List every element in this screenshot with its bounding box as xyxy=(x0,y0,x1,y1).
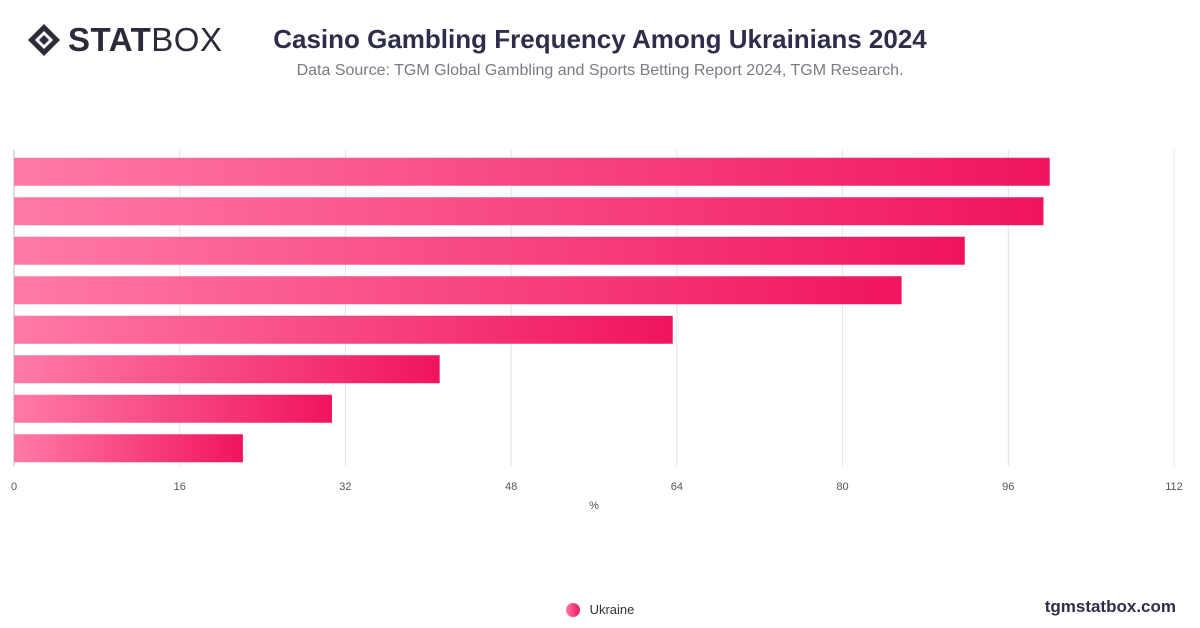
bar xyxy=(14,394,332,423)
x-axis-label: % xyxy=(589,500,599,512)
bar xyxy=(14,157,1050,186)
logo-text-bold: STAT xyxy=(68,21,152,58)
x-tick-label: 80 xyxy=(836,481,848,493)
x-tick-label: 16 xyxy=(174,481,186,493)
website-url: tgmstatbox.com xyxy=(1044,597,1176,616)
chart-title: Casino Gambling Frequency Among Ukrainia… xyxy=(273,24,927,54)
x-tick-label: 32 xyxy=(339,481,351,493)
bar xyxy=(14,197,1044,226)
bar xyxy=(14,434,243,463)
x-axis-ticks: 0 16 32 48 64 80 96 112 xyxy=(11,481,1183,493)
legend-label: Ukraine xyxy=(589,602,635,617)
x-tick-label: 64 xyxy=(671,481,683,493)
logo-text-light: BOX xyxy=(151,21,223,58)
bar xyxy=(14,236,965,265)
x-tick-label: 48 xyxy=(505,481,517,493)
bar xyxy=(14,276,902,305)
logo-text: STATBOX xyxy=(68,22,222,58)
logo-diamond-icon xyxy=(28,24,60,56)
x-tick-label: 96 xyxy=(1002,481,1014,493)
bars xyxy=(14,157,1050,463)
bar xyxy=(14,355,440,384)
bar xyxy=(14,315,673,344)
legend-swatch xyxy=(565,602,580,617)
statbox-logo: STATBOX xyxy=(26,22,222,58)
x-tick-label: 112 xyxy=(1165,481,1183,493)
x-tick-label: 0 xyxy=(11,481,17,493)
legend: Ukraine xyxy=(0,602,1200,617)
chart-subtitle: Data Source: TGM Global Gambling and Spo… xyxy=(296,62,904,79)
